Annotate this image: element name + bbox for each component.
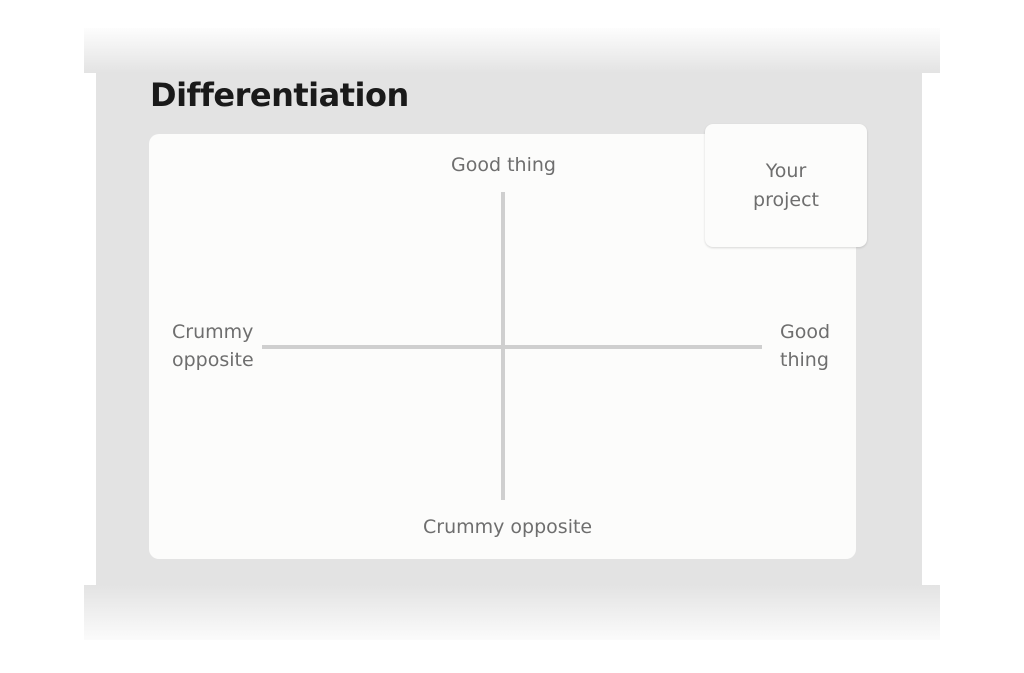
axis-right-label: Good thing (780, 318, 830, 374)
axis-right-label-line1: Good (780, 321, 831, 343)
axis-left-label-line1: Crummy (172, 321, 254, 343)
horizontal-axis (262, 345, 762, 349)
axis-top-label: Good thing (451, 154, 556, 176)
your-project-marker: Your project (705, 124, 867, 247)
axis-bottom-label: Crummy opposite (423, 516, 593, 538)
top-fade (84, 28, 940, 73)
axis-left-label-line2: opposite (172, 349, 254, 371)
marker-line1: Your (765, 159, 807, 182)
marker-line2: project (753, 188, 819, 211)
slide-title: Differentiation (150, 76, 409, 114)
bottom-fade (84, 585, 940, 640)
axis-right-label-line2: thing (780, 349, 829, 371)
axis-left-label: Crummy opposite (172, 318, 254, 374)
